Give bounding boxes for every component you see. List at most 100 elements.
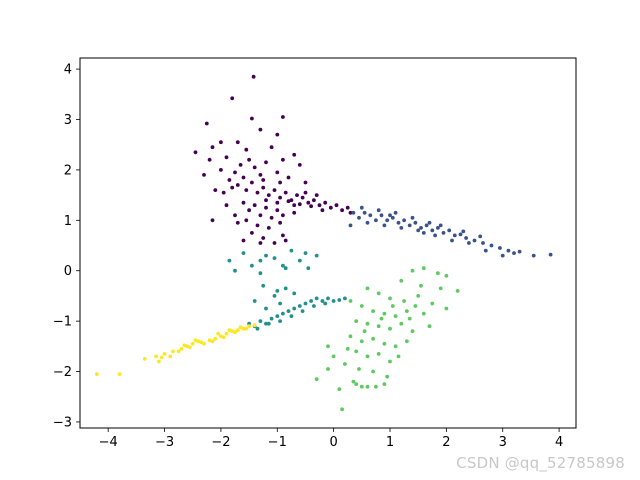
- scatter-point: [430, 301, 435, 306]
- scatter-point: [266, 226, 271, 230]
- scatter-point: [210, 218, 215, 223]
- scatter-point: [244, 188, 249, 193]
- scatter-point: [278, 180, 282, 185]
- scatter-point: [292, 210, 297, 215]
- scatter-point: [154, 354, 159, 359]
- scatter-point: [269, 215, 274, 220]
- scatter-point: [489, 243, 494, 248]
- scatter-point: [244, 326, 249, 331]
- scatter-point: [354, 319, 359, 323]
- scatter-point: [261, 178, 266, 182]
- scatter-point: [292, 203, 297, 208]
- x-tick-label: −1: [268, 435, 287, 450]
- scatter-point: [441, 231, 446, 235]
- scatter-point: [399, 226, 404, 230]
- scatter-point: [365, 286, 370, 291]
- scatter-point: [264, 160, 268, 165]
- scatter-point: [362, 210, 367, 215]
- scatter-point: [340, 208, 344, 213]
- scatter-point: [388, 213, 392, 218]
- scatter-point: [371, 369, 375, 374]
- scatter-point: [244, 147, 249, 152]
- scatter-point: [289, 314, 294, 318]
- scatter-point: [235, 183, 240, 187]
- x-tick-label: 0: [329, 435, 337, 450]
- scatter-point: [176, 349, 181, 354]
- x-tick-label: −2: [211, 435, 230, 450]
- scatter-point: [385, 374, 390, 379]
- scatter-point: [252, 323, 257, 328]
- scatter-point: [258, 271, 263, 276]
- scatter-point: [278, 301, 282, 306]
- scatter-point: [303, 190, 308, 195]
- y-tick-label: 1: [64, 214, 72, 229]
- scatter-point: [292, 306, 297, 311]
- scatter-point: [250, 263, 254, 268]
- scatter-point: [348, 334, 353, 339]
- scatter-point: [258, 241, 263, 245]
- scatter-point: [221, 335, 226, 340]
- scatter-point: [247, 208, 252, 213]
- scatter-point: [179, 347, 184, 351]
- scatter-point: [241, 326, 246, 331]
- scatter-point: [269, 316, 274, 321]
- scatter-point: [252, 165, 257, 170]
- scatter-point: [376, 324, 381, 329]
- scatter-point: [297, 304, 302, 308]
- scatter-point: [303, 301, 308, 306]
- scatter-point: [419, 226, 423, 230]
- scatter-point: [461, 229, 466, 234]
- scatter-point: [314, 377, 319, 381]
- scatter-point: [365, 220, 370, 225]
- y-tick-label: 2: [64, 163, 72, 178]
- scatter-point: [314, 193, 319, 198]
- scatter-point: [337, 387, 342, 392]
- scatter-point: [199, 340, 204, 345]
- scatter-point: [188, 345, 192, 350]
- scatter-point: [376, 352, 381, 356]
- scatter-point: [283, 266, 288, 271]
- scatter-point: [157, 359, 161, 364]
- scatter-point: [235, 328, 240, 333]
- scatter-point: [421, 266, 426, 271]
- scatter-point: [292, 152, 297, 157]
- scatter-point: [235, 220, 240, 225]
- scatter-point: [413, 304, 418, 308]
- scatter-point: [213, 336, 218, 341]
- scatter-point: [247, 157, 252, 162]
- scatter-point: [379, 213, 384, 218]
- x-tick-label: 1: [386, 435, 394, 450]
- scatter-point: [275, 200, 280, 205]
- scatter-point: [278, 319, 282, 323]
- scatter-point: [314, 253, 319, 258]
- scatter-point: [241, 251, 246, 256]
- scatter-point: [405, 339, 409, 344]
- scatter-point: [230, 185, 235, 190]
- scatter-point: [388, 296, 392, 301]
- scatter-point: [531, 253, 536, 258]
- scatter-point: [159, 355, 164, 360]
- scatter-point: [351, 210, 356, 215]
- scatter-point: [286, 199, 291, 204]
- scatter-point: [393, 210, 398, 215]
- scatter-point: [517, 249, 522, 254]
- scatter-point: [447, 228, 452, 233]
- scatter-point: [207, 338, 212, 343]
- scatter-point: [438, 223, 443, 228]
- scatter-point: [326, 367, 330, 371]
- scatter-point: [193, 150, 198, 155]
- scatter-point: [467, 241, 471, 245]
- scatter-point: [286, 175, 291, 180]
- scatter-point: [444, 306, 449, 311]
- scatter-point: [309, 299, 313, 303]
- scatter-point: [297, 258, 302, 263]
- scatter-point: [275, 289, 280, 293]
- scatter-point: [275, 170, 280, 175]
- scatter-point: [407, 223, 412, 228]
- scatter-point: [266, 321, 271, 326]
- scatter-point: [297, 163, 302, 167]
- scatter-point: [340, 407, 344, 412]
- scatter-point: [204, 121, 209, 126]
- scatter-point: [416, 228, 421, 233]
- scatter-point: [269, 145, 274, 150]
